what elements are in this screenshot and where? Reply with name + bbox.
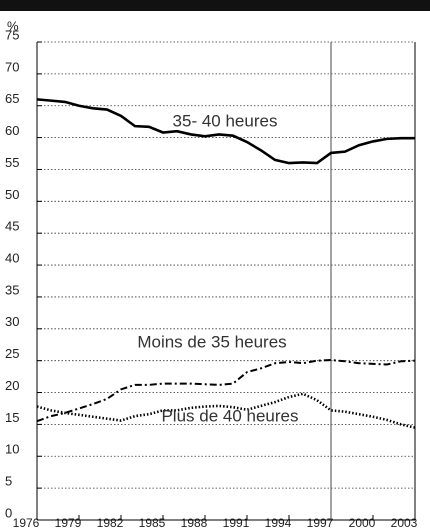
y-tick-label: 60: [5, 123, 19, 138]
y-tick-label: 40: [5, 251, 19, 266]
y-tick-label: 20: [5, 378, 19, 393]
x-tick-label: 1994: [265, 516, 292, 530]
y-axis-label: %: [7, 18, 19, 33]
series-label: 35- 40 heures: [173, 111, 278, 130]
x-tick-label: 1979: [55, 516, 82, 530]
x-tick-label: 1988: [181, 516, 208, 530]
y-tick-label: 10: [5, 442, 19, 457]
x-tick-label: 1991: [223, 516, 250, 530]
y-tick-label: 25: [5, 346, 19, 361]
x-tick-label: 1976: [13, 516, 40, 530]
y-tick-label: 30: [5, 314, 19, 329]
y-tick-label: 45: [5, 219, 19, 234]
y-tick-label: 50: [5, 187, 19, 202]
series-line: [36, 98, 415, 165]
y-tick-label: 35: [5, 282, 19, 297]
x-tick-label: 1982: [97, 516, 124, 530]
y-tick-label: 0: [5, 505, 12, 520]
header-bar: [0, 0, 430, 11]
y-tick-label: 5: [5, 474, 12, 489]
y-tick-label: 55: [5, 155, 19, 170]
series-label: Plus de 40 heures: [161, 406, 298, 425]
x-tick-label: 2000: [349, 516, 376, 530]
y-tick-label: 70: [5, 59, 19, 74]
x-tick-label: 1997: [307, 516, 334, 530]
series-line: [36, 392, 416, 429]
series-label: Moins de 35 heures: [137, 332, 286, 351]
y-tick-label: 15: [5, 410, 19, 425]
y-tick-label: 75: [5, 27, 19, 42]
series-line: [36, 359, 416, 423]
x-tick-label: 2003: [391, 516, 418, 530]
y-tick-label: 65: [5, 91, 19, 106]
x-tick-label: 1985: [139, 516, 166, 530]
